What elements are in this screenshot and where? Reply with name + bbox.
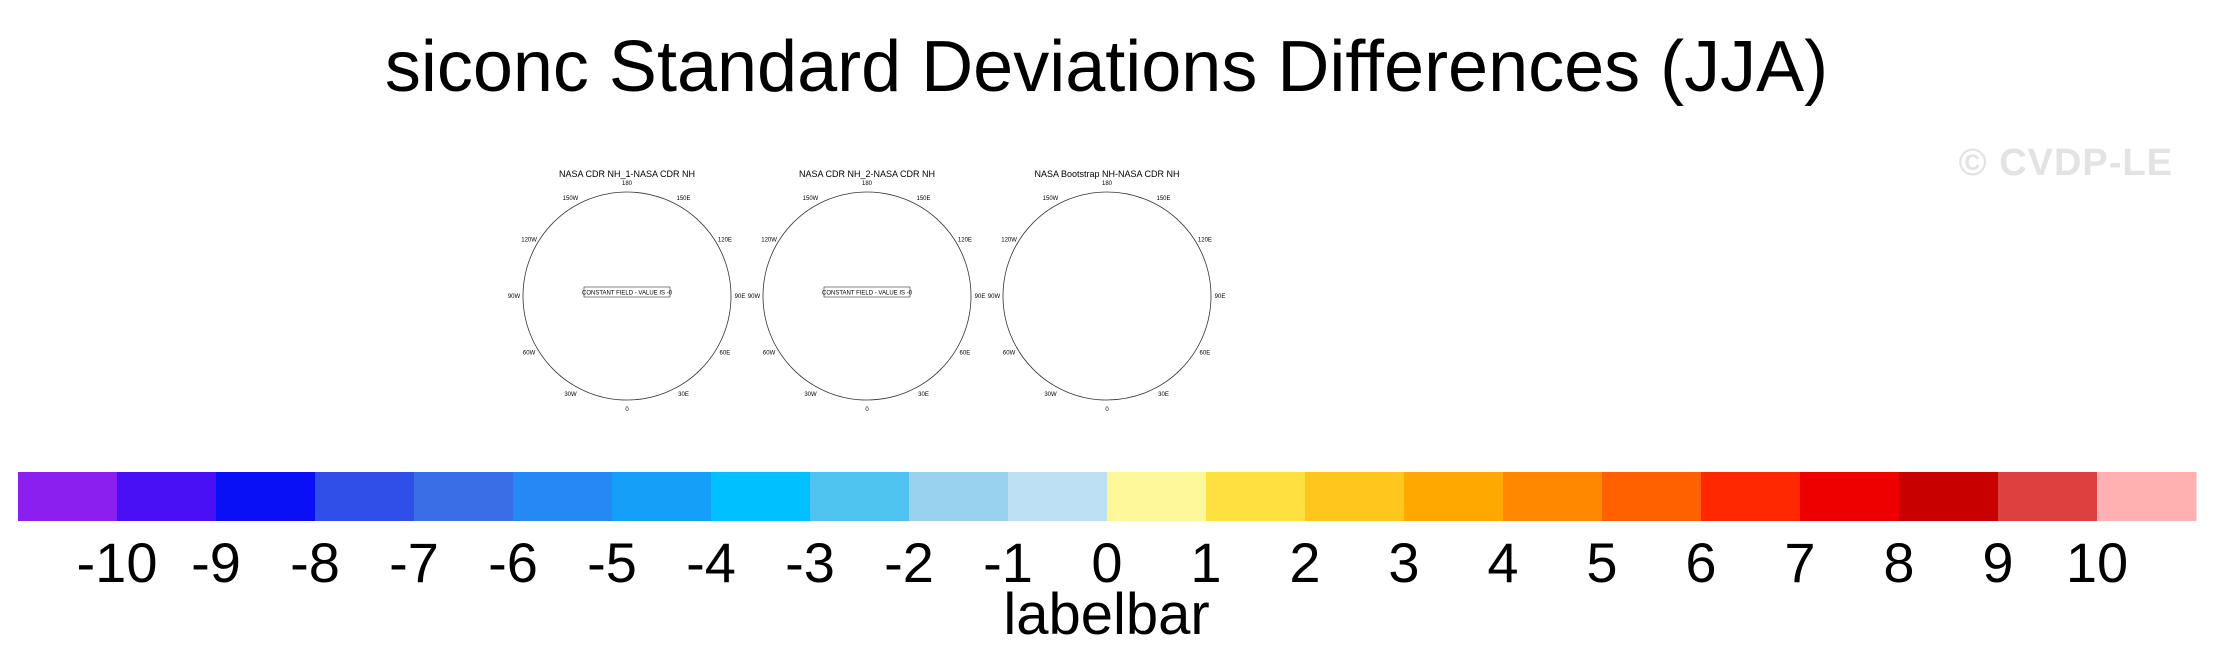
colorbar-swatch — [414, 472, 514, 521]
lon-label: 30W — [1044, 392, 1057, 398]
colorbar-tick-label: -1 — [983, 531, 1033, 594]
colorbar-tick-label: -2 — [884, 531, 934, 594]
lon-label: 120W — [521, 238, 537, 244]
colorbar-swatch — [909, 472, 1009, 521]
lon-label: 120E — [958, 238, 972, 244]
map-panel-3: NASA Bootstrap NH-NASA CDR NH 180 150E 120E… — [988, 169, 1226, 413]
lon-label: 60W — [1003, 351, 1016, 357]
lon-label: 120E — [718, 238, 732, 244]
colorbar-tick-label: 2 — [1289, 531, 1320, 594]
colorbar-swatch — [1305, 472, 1405, 521]
colorbar-swatch — [1899, 472, 1999, 521]
colorbar-tick-label: 0 — [1091, 531, 1122, 594]
colorbar-swatch — [1206, 472, 1306, 521]
map-border — [1002, 191, 1212, 401]
lon-label: 30E — [678, 392, 689, 398]
lon-label: 60W — [523, 351, 536, 357]
lon-label: 90E — [1215, 294, 1226, 300]
lon-label: 90E — [735, 294, 746, 300]
colorbar-tick-label: 5 — [1586, 531, 1617, 594]
colorbar-tick-label: -6 — [488, 531, 538, 594]
colorbar: -10 -9 -8 -7 -6 -5 -4 -3 -2 -1 0 1 2 3 4 5 6 7 8 9 10 — [18, 472, 2197, 594]
lon-label: 150W — [803, 196, 819, 202]
colorbar-swatch — [513, 472, 613, 521]
colorbar-tick-label: 1 — [1190, 531, 1221, 594]
colorbar-swatch — [18, 472, 118, 521]
colorbar-tick-label: 6 — [1685, 531, 1716, 594]
lon-label: 180 — [862, 181, 873, 187]
lon-label: 150E — [676, 196, 690, 202]
colorbar-tick-label: -7 — [389, 531, 439, 594]
colorbar-swatch — [2097, 472, 2197, 521]
colorbar-swatch — [117, 472, 217, 521]
lon-label: 0 — [865, 407, 869, 413]
map-panel-1: NASA CDR NH_1-NASA CDR NH 180 150E 120E 90E 6… — [508, 169, 746, 413]
colorbar-swatch — [1602, 472, 1702, 521]
lon-label: 30W — [804, 392, 817, 398]
map-panel-2: NASA CDR NH_2-NASA CDR NH 180 150E 120E 90E 6… — [748, 169, 986, 413]
ocean — [1003, 192, 1211, 400]
colorbar-tick-label: -10 — [77, 531, 158, 594]
lon-label: 150W — [1043, 196, 1059, 202]
lon-label: 30E — [918, 392, 929, 398]
panel-title: NASA CDR NH_2-NASA CDR NH — [799, 169, 935, 179]
colorbar-tick-label: 4 — [1487, 531, 1518, 594]
colorbar-tick-label: 8 — [1883, 531, 1914, 594]
constant-field-annotation: CONSTANT FIELD - VALUE IS -0 — [822, 291, 913, 297]
panel-title: NASA Bootstrap NH-NASA CDR NH — [1034, 169, 1179, 179]
lon-label: 180 — [1102, 181, 1113, 187]
lon-label: 180 — [622, 181, 633, 187]
colorbar-swatch — [1107, 472, 1207, 521]
annotation-box — [823, 286, 911, 298]
constant-field-annotation: CONSTANT FIELD - VALUE IS -0 — [582, 291, 673, 297]
colorbar-tick-label: -9 — [191, 531, 241, 594]
colorbar-swatch — [1404, 472, 1504, 521]
colorbar-swatch — [1701, 472, 1801, 521]
lon-label: 120E — [1198, 238, 1212, 244]
lon-label: 90W — [988, 294, 1001, 300]
lon-label: 30W — [564, 392, 577, 398]
colorbar-tick-label: -3 — [785, 531, 835, 594]
colorbar-tick-label: -4 — [686, 531, 736, 594]
lon-label: 60E — [960, 351, 971, 357]
colorbar-swatch — [1800, 472, 1900, 521]
colorbar-swatch — [1503, 472, 1603, 521]
annotation-box — [583, 286, 671, 298]
lon-label: 90W — [508, 294, 521, 300]
lon-label: 60E — [1200, 351, 1211, 357]
map-border — [522, 191, 732, 401]
colorbar-swatch — [711, 472, 811, 521]
lon-label: 90W — [748, 294, 761, 300]
colorbar-swatch — [612, 472, 712, 521]
lon-label: 150W — [563, 196, 579, 202]
lon-label: 120W — [761, 238, 777, 244]
colorbar-tick-label: 9 — [1982, 531, 2013, 594]
lon-label: 150E — [1156, 196, 1170, 202]
lon-label: 0 — [1105, 407, 1109, 413]
lon-label: 60W — [763, 351, 776, 357]
colorbar-swatch — [810, 472, 910, 521]
colorbar-swatch — [1998, 472, 2098, 521]
colorbar-swatch — [315, 472, 415, 521]
colorbar-tick-label: 3 — [1388, 531, 1419, 594]
map-border — [762, 191, 972, 401]
colorbar-tick-label: 7 — [1784, 531, 1815, 594]
lon-label: 150E — [916, 196, 930, 202]
colorbar-label: labelbar — [1003, 582, 1210, 647]
colorbar-tick-label: 10 — [2066, 531, 2128, 594]
colorbar-tick-label: -8 — [290, 531, 340, 594]
panel-title: NASA CDR NH_1-NASA CDR NH — [559, 169, 695, 179]
lon-label: 120W — [1001, 238, 1017, 244]
colorbar-tick-label: -5 — [587, 531, 637, 594]
colorbar-swatch — [216, 472, 316, 521]
page-title: siconc Standard Deviations Differences (… — [384, 27, 1829, 107]
lon-label: 0 — [625, 407, 629, 413]
lon-label: 30E — [1158, 392, 1169, 398]
lon-label: 90E — [975, 294, 986, 300]
lon-label: 60E — [720, 351, 731, 357]
watermark: © CVDP-LE — [1958, 142, 2173, 184]
colorbar-swatch — [1008, 472, 1108, 521]
